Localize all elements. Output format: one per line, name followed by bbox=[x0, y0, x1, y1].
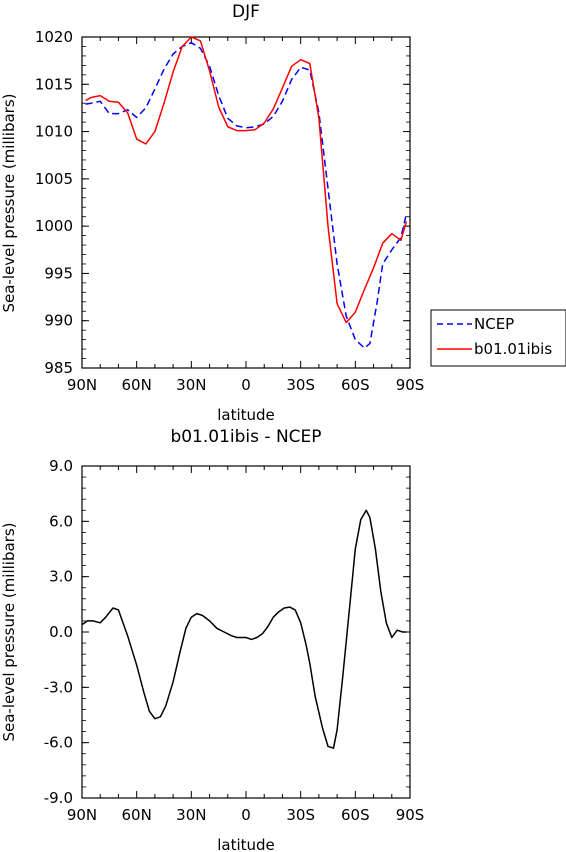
top-series-line-0 bbox=[85, 41, 408, 349]
bottom-chart-title: b01.01ibis - NCEP bbox=[170, 427, 321, 447]
top-plot-frame bbox=[81, 36, 411, 369]
top-chart-title: DJF bbox=[232, 2, 260, 22]
bottom-y-tick-label: -9.0 bbox=[44, 789, 73, 807]
bottom-x-tick-label: 90N bbox=[67, 806, 97, 824]
top-x-tick-label: 60S bbox=[341, 376, 370, 394]
bottom-y-tick-label: 6.0 bbox=[49, 512, 73, 530]
bottom-y-tick-label: 3.0 bbox=[49, 568, 73, 586]
bottom-x-tick-label: 60N bbox=[122, 806, 152, 824]
top-x-tick-label: 0 bbox=[241, 376, 251, 394]
legend-box bbox=[430, 309, 566, 367]
top-y-tick-label: 1010 bbox=[35, 123, 73, 141]
bottom-series-lines bbox=[81, 509, 407, 749]
bottom-series-line-0 bbox=[81, 509, 407, 749]
bottom-y-tick-label: -3.0 bbox=[44, 678, 73, 696]
bottom-y-axis-label: Sea-level pressure (millibars) bbox=[0, 522, 18, 741]
bottom-x-tick-label: 0 bbox=[241, 806, 251, 824]
top-y-axis-label: Sea-level pressure (millibars) bbox=[0, 93, 18, 312]
bottom-axis-ticks: 90N 60N 30N 0 30S 60S 90S -9.0 -6.0 -3.0 0.0 3.0 6.0… bbox=[44, 457, 425, 824]
top-x-tick-label: 90S bbox=[396, 376, 425, 394]
legend-ncep-label: NCEP bbox=[474, 315, 514, 333]
legend: NCEP b01.01ibis bbox=[430, 309, 566, 367]
top-series-line-1 bbox=[85, 36, 408, 324]
legend-model-label: b01.01ibis bbox=[474, 340, 552, 358]
top-series-lines bbox=[85, 36, 408, 349]
bottom-x-tick-label: 30S bbox=[286, 806, 315, 824]
bottom-plot-frame bbox=[81, 465, 411, 799]
bottom-x-tick-label: 90S bbox=[396, 806, 425, 824]
top-y-tick-label: 1000 bbox=[35, 217, 73, 235]
top-y-tick-label: 985 bbox=[44, 359, 73, 377]
top-chart: DJF 90N 60N 30N 0 30S 60S 90S 985 990 995 1000 1005… bbox=[0, 2, 566, 424]
top-x-axis-label: latitude bbox=[217, 406, 275, 424]
bottom-y-tick-label: 0.0 bbox=[49, 623, 73, 641]
top-y-tick-label: 1015 bbox=[35, 75, 73, 93]
bottom-x-axis-label: latitude bbox=[217, 836, 275, 852]
top-x-tick-label: 30N bbox=[176, 376, 206, 394]
top-y-tick-label: 990 bbox=[44, 312, 73, 330]
top-x-tick-label: 30S bbox=[286, 376, 315, 394]
top-y-tick-label: 995 bbox=[44, 264, 73, 282]
bottom-chart: b01.01ibis - NCEP 90N 60N 30N 0 30S 60S 90S -9.… bbox=[0, 427, 424, 852]
top-y-tick-label: 1020 bbox=[35, 28, 73, 46]
bottom-x-tick-label: 60S bbox=[341, 806, 370, 824]
bottom-x-tick-label: 30N bbox=[176, 806, 206, 824]
top-x-tick-label: 90N bbox=[67, 376, 97, 394]
top-x-tick-label: 60N bbox=[122, 376, 152, 394]
top-axis-ticks: 90N 60N 30N 0 30S 60S 90S 985 990 995 1000 1005 1010… bbox=[35, 28, 424, 394]
top-y-tick-label: 1005 bbox=[35, 170, 73, 188]
bottom-y-tick-label: -6.0 bbox=[44, 734, 73, 752]
bottom-y-tick-label: 9.0 bbox=[49, 457, 73, 475]
